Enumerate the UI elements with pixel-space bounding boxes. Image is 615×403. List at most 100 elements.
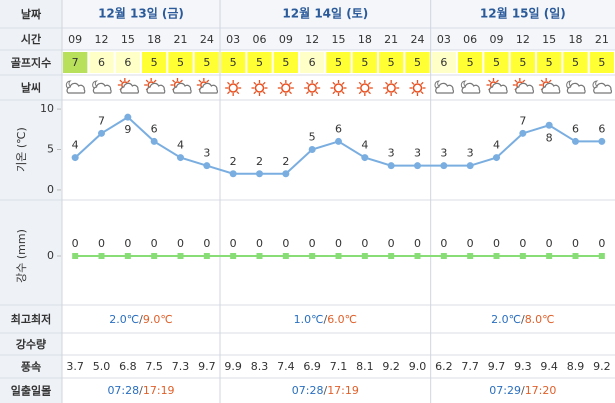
sun-ray xyxy=(514,79,518,83)
sun-ray xyxy=(332,81,336,85)
sun-ray xyxy=(385,91,389,95)
data-label: 7 xyxy=(98,114,105,127)
minmax-part: / xyxy=(323,313,327,326)
data-label: 0 xyxy=(124,237,131,250)
sun-ray xyxy=(367,91,371,95)
point xyxy=(177,154,184,162)
time-label: 15 xyxy=(332,33,346,46)
data-label: 0 xyxy=(467,237,474,250)
row-label: 풍속 xyxy=(21,361,41,374)
golf-index: 6 xyxy=(440,56,447,69)
time-label: 15 xyxy=(542,33,556,46)
cloud xyxy=(120,82,139,94)
data-label: 4 xyxy=(493,139,500,152)
sun-ray xyxy=(394,81,398,85)
sun-ray xyxy=(262,91,266,95)
golf-cell xyxy=(379,52,404,73)
point xyxy=(150,137,158,145)
point xyxy=(72,253,79,259)
point xyxy=(124,253,131,259)
golf-cell xyxy=(115,52,140,73)
golf-index: 5 xyxy=(335,56,342,69)
time-label: 09 xyxy=(279,33,293,46)
sun-ray xyxy=(236,91,240,95)
golf-index: 7 xyxy=(72,56,79,69)
wind-speed: 7.4 xyxy=(277,360,295,373)
time-label: 15 xyxy=(121,33,135,46)
data-label: 2 xyxy=(256,155,263,168)
sun-ray xyxy=(358,91,362,95)
point xyxy=(308,146,316,153)
wind-speed: 5.0 xyxy=(93,360,111,373)
sun-part: / xyxy=(521,384,525,397)
golf-cell xyxy=(431,52,456,73)
wind-speed: 8.3 xyxy=(251,360,269,373)
golf-cell xyxy=(142,52,167,73)
sun-ray xyxy=(420,91,424,95)
point xyxy=(388,253,395,259)
sun-ray xyxy=(253,91,257,95)
sun-ray xyxy=(306,91,310,95)
row-label: 일출일몰 xyxy=(11,384,51,398)
golf-index: 5 xyxy=(177,56,184,69)
time-label: 18 xyxy=(358,33,372,46)
data-label: 0 xyxy=(309,237,316,250)
sun-ray xyxy=(262,81,266,85)
golf-index: 5 xyxy=(546,56,553,69)
time-label: 21 xyxy=(595,33,609,46)
row-label: 최고최저 xyxy=(11,312,51,326)
cloud xyxy=(92,82,112,94)
sun xyxy=(412,83,423,93)
data-label: 3 xyxy=(203,147,210,160)
point xyxy=(98,253,105,259)
cloud xyxy=(461,82,481,94)
data-label: 4 xyxy=(177,139,184,152)
cloud xyxy=(541,82,561,94)
data-label: 0 xyxy=(282,237,289,250)
data-label: 0 xyxy=(546,237,553,250)
wind-speed: 9.0 xyxy=(409,360,427,373)
golf-index: 6 xyxy=(309,56,316,69)
data-label: 0 xyxy=(72,237,79,250)
point xyxy=(414,162,421,170)
sun-ray xyxy=(540,79,544,83)
minmax-part: 9.0℃ xyxy=(143,313,173,326)
time-label: 12 xyxy=(305,33,319,46)
sun-ray xyxy=(306,81,310,85)
sun-ray xyxy=(198,79,202,83)
data-label: 0 xyxy=(414,237,421,250)
time-label: 21 xyxy=(174,33,188,46)
minmax-part: / xyxy=(521,313,525,326)
data-label: 0 xyxy=(493,237,500,250)
point xyxy=(309,253,316,259)
data-label: 0 xyxy=(572,237,579,250)
data-label: 6 xyxy=(598,122,605,135)
data-label: 0 xyxy=(361,237,368,250)
data-label: 3 xyxy=(414,147,421,160)
point xyxy=(440,253,447,259)
sun-part: 07:28 xyxy=(292,384,324,397)
data-label: 8 xyxy=(546,131,553,144)
sun-ray xyxy=(420,81,424,85)
data-label: 0 xyxy=(151,237,158,250)
point xyxy=(335,253,342,259)
data-label: 6 xyxy=(151,122,158,135)
point xyxy=(256,170,263,178)
data-label: 0 xyxy=(256,237,263,250)
cloud xyxy=(172,82,192,94)
time-label: 03 xyxy=(437,33,451,46)
sun-ray xyxy=(367,81,371,85)
data-label: 0 xyxy=(335,237,342,250)
point xyxy=(545,121,553,129)
wind-speed: 6.8 xyxy=(119,360,137,373)
golf-index: 5 xyxy=(598,56,605,69)
sunrise-sunset: 07:28/17:19 xyxy=(107,384,174,397)
point xyxy=(519,129,527,137)
time-label: 09 xyxy=(68,33,82,46)
golf-index: 6 xyxy=(98,56,105,69)
minmax-part: 8.0℃ xyxy=(525,313,555,326)
time-label: 12 xyxy=(95,33,109,46)
point xyxy=(387,162,395,170)
y-tick-label: 0 xyxy=(47,249,54,262)
minmax-part: 1.0℃ xyxy=(294,313,324,326)
